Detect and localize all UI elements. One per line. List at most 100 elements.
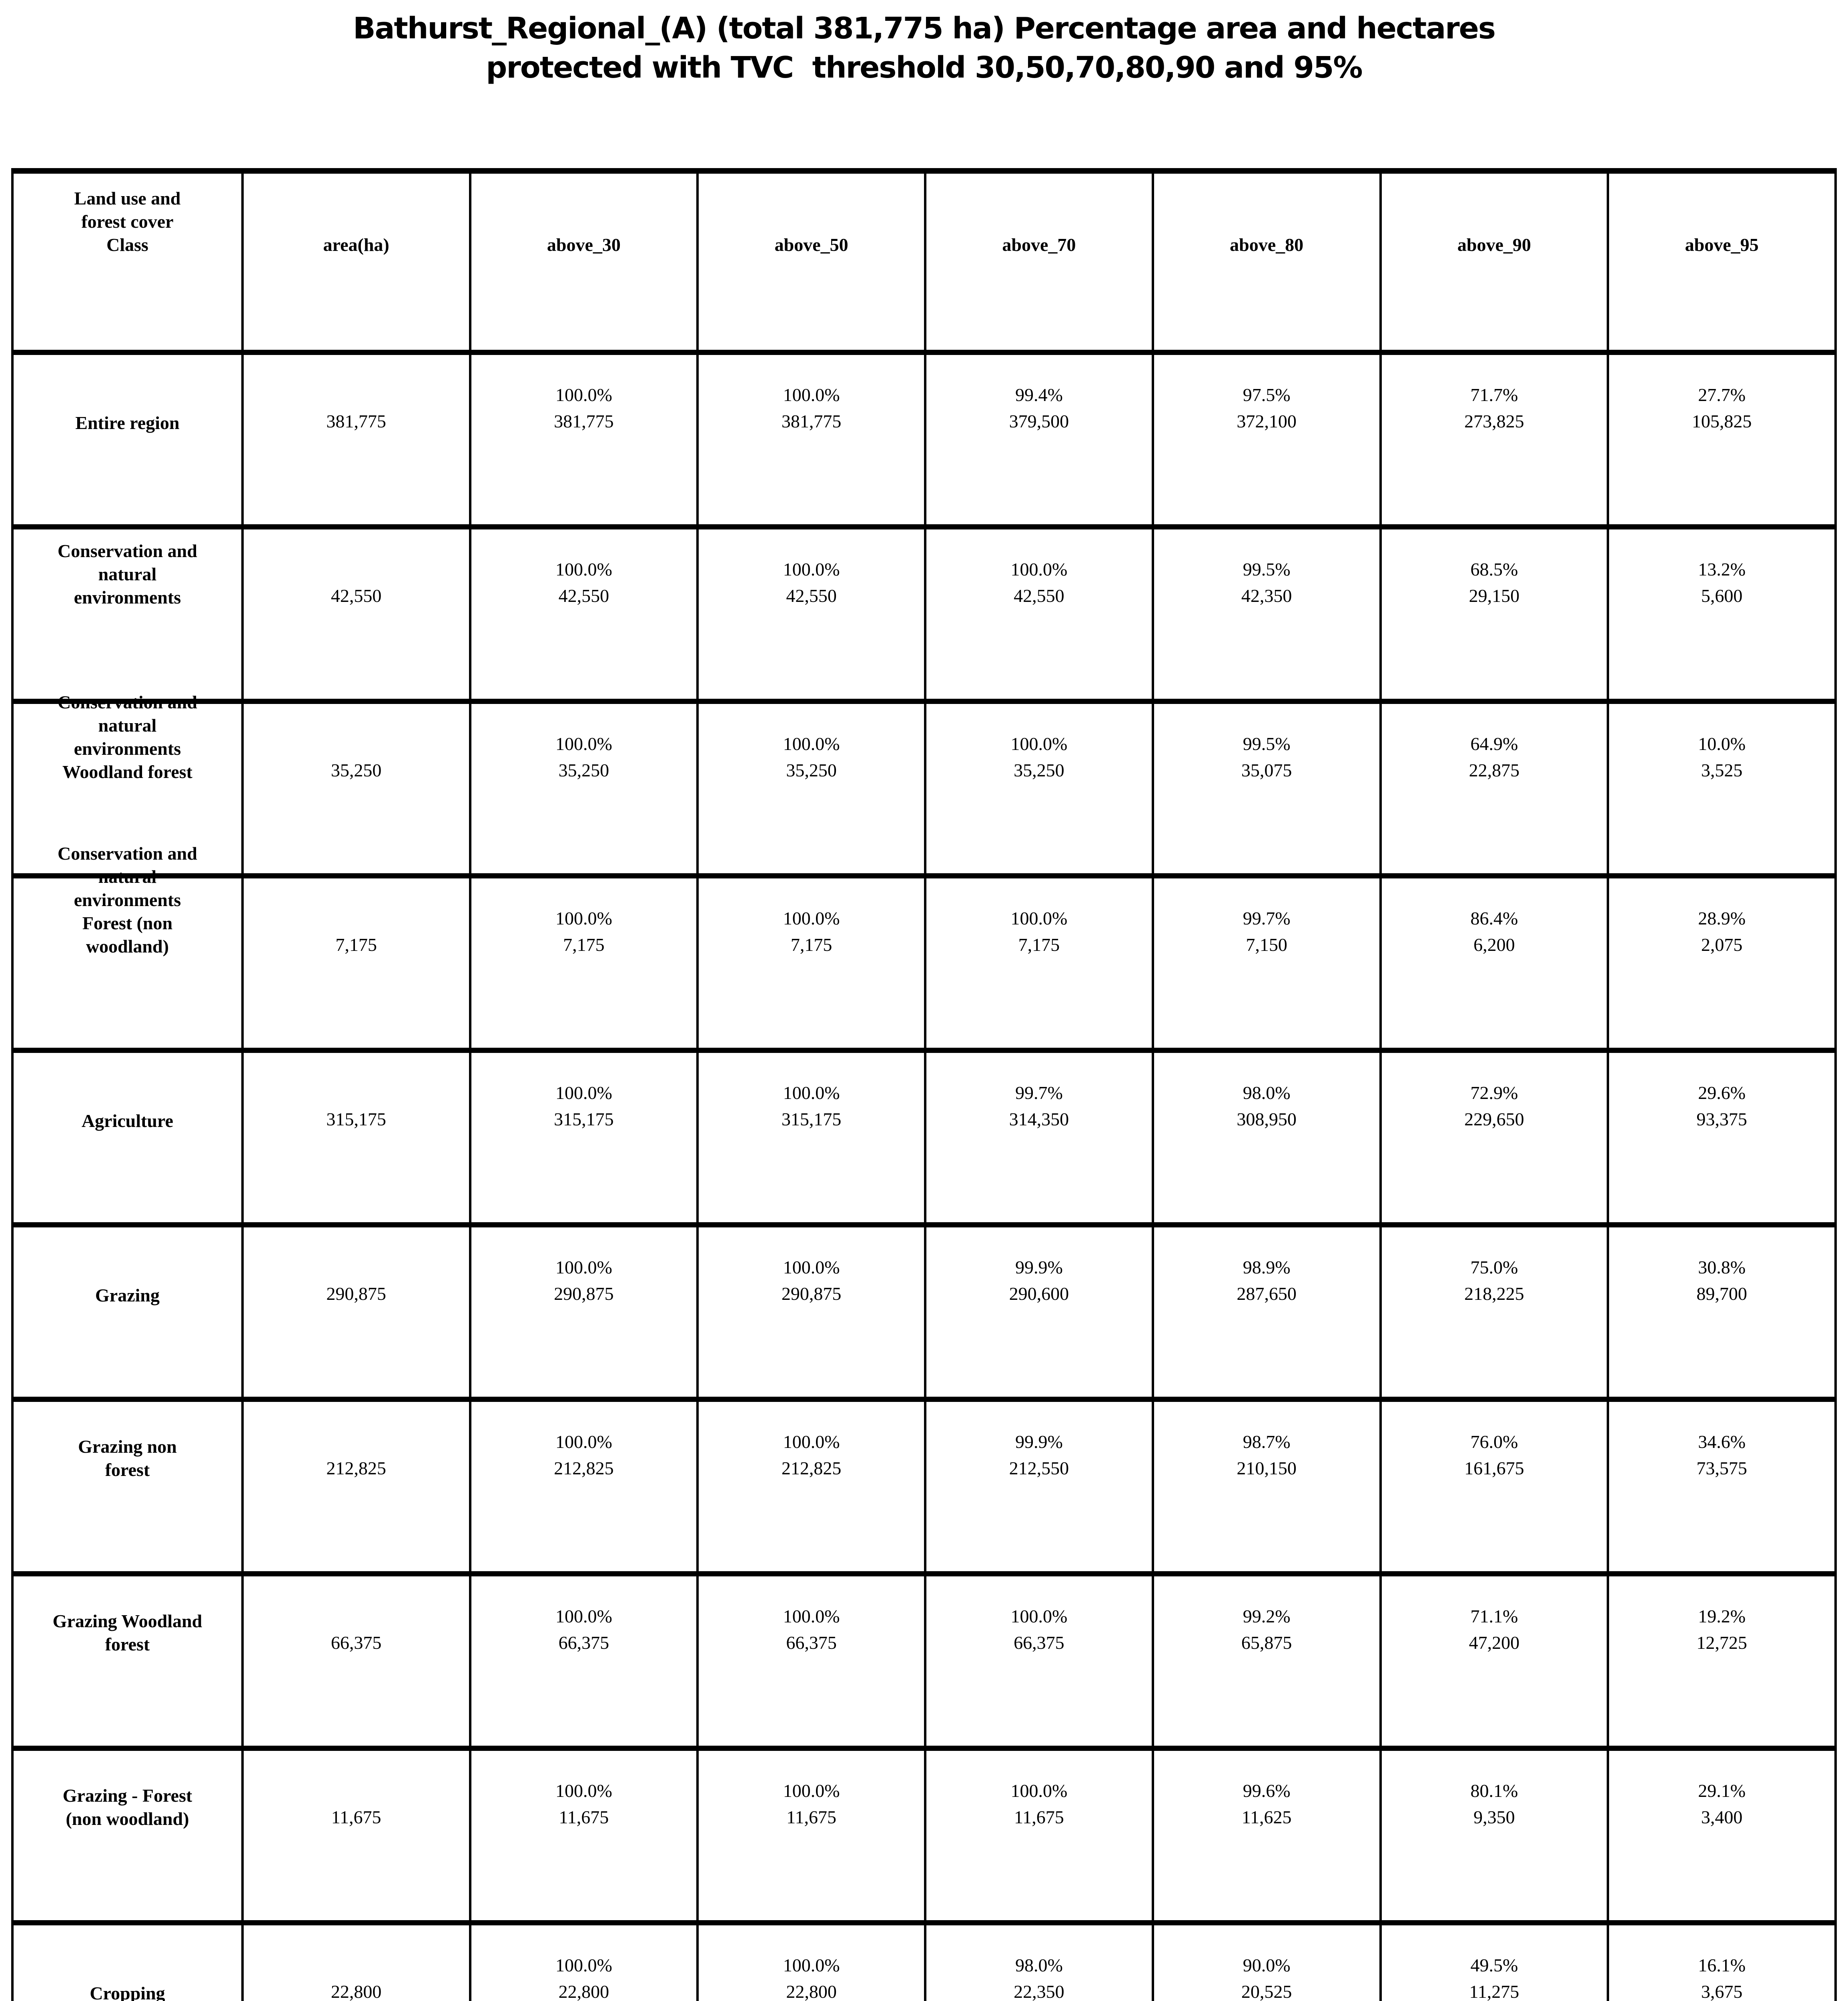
above-90-cell-text: 68.5% 29,150 [1469, 559, 1520, 606]
area-ha-cell: 212,825 [241, 1402, 469, 1571]
above-95-cell-text: 28.9% 2,075 [1698, 908, 1746, 955]
land-use-class-cell-text: Cropping [90, 1983, 165, 2001]
above-50-cell: 100.0% 212,825 [696, 1402, 924, 1571]
area-ha-cell: 381,775 [241, 355, 469, 524]
above-50-cell-text: 100.0% 315,175 [781, 1082, 842, 1129]
column-header-land-use-class: Land use and forest cover Class [14, 174, 241, 350]
above-50-cell-text: 100.0% 42,550 [783, 559, 840, 606]
land-use-class-cell: Grazing [14, 1227, 241, 1397]
above-50-cell: 100.0% 35,250 [696, 704, 924, 873]
area-ha-cell-text: 11,675 [331, 1807, 381, 1827]
above-30-cell: 100.0% 11,675 [469, 1751, 697, 1920]
above-30-cell-text: 100.0% 381,775 [554, 384, 614, 431]
above-95-cell-text: 29.6% 93,375 [1696, 1082, 1747, 1129]
above-80-cell-text: 99.5% 42,350 [1241, 559, 1292, 606]
above-90-cell-text: 49.5% 11,275 [1469, 1955, 1519, 2001]
above-50-cell-text: 100.0% 290,875 [781, 1257, 842, 1304]
column-header-area-ha: area(ha) [241, 174, 469, 350]
area-ha-cell-text: 35,250 [331, 760, 382, 780]
area-ha-cell-text: 381,775 [326, 411, 386, 431]
above-30-cell-text: 100.0% 66,375 [555, 1606, 612, 1653]
above-80-cell: 98.7% 210,150 [1151, 1402, 1379, 1571]
above-80-cell-text: 99.2% 65,875 [1241, 1606, 1292, 1653]
above-90-cell: 72.9% 229,650 [1379, 1053, 1607, 1222]
land-use-class-cell-text: Conservation and natural environments [57, 540, 197, 608]
above-50-cell: 100.0% 42,550 [696, 529, 924, 699]
area-ha-cell: 22,800 [241, 1925, 469, 2001]
above-50-cell-text: 100.0% 212,825 [781, 1431, 842, 1478]
area-ha-cell: 7,175 [241, 878, 469, 1048]
above-90-cell: 64.9% 22,875 [1379, 704, 1607, 873]
above-30-cell-text: 100.0% 11,675 [555, 1780, 612, 1827]
page-title-line1: Bathurst_Regional_(A) (total 381,775 ha)… [353, 11, 1496, 46]
above-95-cell-text: 34.6% 73,575 [1696, 1431, 1747, 1478]
table-row: Conservation and natural environments Wo… [14, 692, 1834, 873]
page-title: Bathurst_Regional_(A) (total 381,775 ha)… [0, 9, 1848, 87]
above-70-cell: 100.0% 35,250 [924, 704, 1152, 873]
above-80-cell-text: 97.5% 372,100 [1237, 384, 1297, 431]
area-ha-cell: 66,375 [241, 1576, 469, 1746]
above-90-cell-text: 76.0% 161,675 [1464, 1431, 1524, 1478]
land-use-class-cell: Grazing non forest [14, 1402, 241, 1571]
above-30-cell-text: 100.0% 212,825 [554, 1431, 614, 1478]
land-use-class-cell-text: Conservation and natural environments Wo… [57, 692, 197, 782]
above-90-cell-text: 71.1% 47,200 [1469, 1606, 1520, 1653]
above-95-cell-text: 16.1% 3,675 [1698, 1955, 1746, 2001]
area-ha-cell: 290,875 [241, 1227, 469, 1397]
column-header-above-80-text: above_80 [1230, 234, 1304, 255]
above-50-cell: 100.0% 381,775 [696, 355, 924, 524]
above-30-cell-text: 100.0% 35,250 [555, 733, 612, 780]
above-90-cell-text: 64.9% 22,875 [1469, 733, 1520, 780]
above-80-cell-text: 90.0% 20,525 [1241, 1955, 1292, 2001]
above-50-cell: 100.0% 315,175 [696, 1053, 924, 1222]
above-80-cell-text: 98.0% 308,950 [1237, 1082, 1297, 1129]
above-90-cell: 49.5% 11,275 [1379, 1925, 1607, 2001]
table-row: Grazing 290,875 100.0% 290,875 100.0% 290,8… [14, 1222, 1834, 1397]
column-header-above-80: above_80 [1151, 174, 1379, 350]
above-90-cell: 86.4% 6,200 [1379, 878, 1607, 1048]
above-70-cell: 100.0% 7,175 [924, 878, 1152, 1048]
above-30-cell-text: 100.0% 22,800 [555, 1955, 612, 2001]
above-30-cell: 100.0% 42,550 [469, 529, 697, 699]
above-50-cell-text: 100.0% 381,775 [781, 384, 842, 431]
above-70-cell: 99.9% 290,600 [924, 1227, 1152, 1397]
land-use-class-cell-text: Grazing - Forest (non woodland) [62, 1785, 192, 1829]
above-80-cell: 97.5% 372,100 [1151, 355, 1379, 524]
column-header-above-95: above_95 [1607, 174, 1834, 350]
above-30-cell-text: 100.0% 315,175 [554, 1082, 614, 1129]
above-70-cell-text: 99.9% 212,550 [1009, 1431, 1069, 1478]
above-80-cell-text: 99.5% 35,075 [1241, 733, 1292, 780]
above-30-cell: 100.0% 22,800 [469, 1925, 697, 2001]
above-90-cell: 71.1% 47,200 [1379, 1576, 1607, 1746]
above-90-cell: 71.7% 273,825 [1379, 355, 1607, 524]
above-95-cell-text: 27.7% 105,825 [1692, 384, 1752, 431]
land-use-class-cell-text: Grazing [95, 1285, 160, 1305]
above-70-cell: 99.7% 314,350 [924, 1053, 1152, 1222]
area-ha-cell: 315,175 [241, 1053, 469, 1222]
above-50-cell-text: 100.0% 35,250 [783, 733, 840, 780]
above-95-cell: 29.1% 3,400 [1607, 1751, 1834, 1920]
table-row: Conservation and natural environments Fo… [14, 843, 1834, 1048]
above-80-cell: 99.5% 35,075 [1151, 704, 1379, 873]
area-ha-cell-text: 212,825 [326, 1458, 386, 1478]
land-use-class-cell-text: Agriculture [81, 1110, 173, 1131]
table-row: Agriculture 315,175 100.0% 315,175 100.0% 3… [14, 1048, 1834, 1222]
above-95-cell: 16.1% 3,675 [1607, 1925, 1834, 2001]
above-70-cell-text: 100.0% 42,550 [1010, 559, 1068, 606]
column-header-above-90-text: above_90 [1457, 234, 1531, 255]
above-50-cell: 100.0% 11,675 [696, 1751, 924, 1920]
above-90-cell-text: 86.4% 6,200 [1470, 908, 1518, 955]
column-header-above-30: above_30 [469, 174, 697, 350]
above-30-cell: 100.0% 212,825 [469, 1402, 697, 1571]
column-header-land-use-class-text: Land use and forest cover Class [74, 188, 181, 255]
above-90-cell-text: 71.7% 273,825 [1464, 384, 1524, 431]
above-80-cell: 98.0% 308,950 [1151, 1053, 1379, 1222]
above-80-cell-text: 98.9% 287,650 [1237, 1257, 1297, 1304]
land-use-class-cell-text: Entire region [75, 412, 180, 433]
above-90-cell: 80.1% 9,350 [1379, 1751, 1607, 1920]
above-70-cell: 99.4% 379,500 [924, 355, 1152, 524]
land-use-class-cell: Conservation and natural environments [14, 529, 241, 699]
above-30-cell: 100.0% 315,175 [469, 1053, 697, 1222]
column-header-above-95-text: above_95 [1685, 234, 1759, 255]
above-80-cell: 99.6% 11,625 [1151, 1751, 1379, 1920]
